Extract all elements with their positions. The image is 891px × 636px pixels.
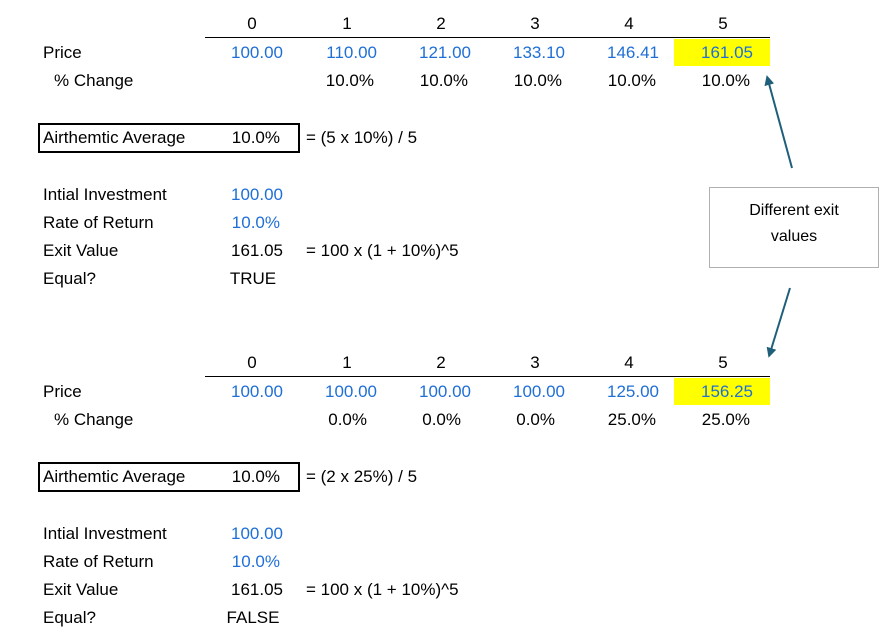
price-cell: 100.00 [325,382,377,401]
investment-value: 100.00 [231,185,283,204]
period-header: 5 [718,353,728,372]
callout-line-1: Different exit [749,202,839,219]
price-cell: 110.00 [326,43,377,62]
period-header: 1 [342,14,352,33]
average-value: 10.0% [231,467,280,486]
exit-value-label: Exit Value [43,580,119,599]
average-label: Airthemtic Average [43,128,186,147]
price-cell: 133.10 [513,43,565,62]
period-header: 3 [530,14,540,33]
average-formula: = (5 x 10%) / 5 [306,128,418,147]
change-cell: 25.0% [607,410,656,429]
header-underline [205,376,770,377]
price-cell: 121.00 [419,43,471,62]
price-cell: 125.00 [607,382,659,401]
period-header: 5 [718,14,728,33]
highlight-cell [674,39,770,66]
change-cell: 10.0% [325,71,374,90]
rate-of-return-value: 10.0% [231,213,280,232]
period-header: 1 [342,353,352,372]
exit-value-label: Exit Value [43,241,119,260]
investment-label: Intial Investment [43,524,167,543]
period-header: 3 [530,353,540,372]
highlight-cell [674,378,770,405]
price-cell: 146.41 [607,43,659,62]
price-cell: 161.05 [701,43,753,62]
change-cell: 0.0% [422,410,461,429]
price-cell: 100.00 [419,382,471,401]
header-underline [205,37,770,38]
change-cell: 10.0% [419,71,468,90]
price-cell: 100.00 [231,382,283,401]
average-box [38,462,300,492]
rate-of-return-label: Rate of Return [43,552,154,571]
period-header: 0 [247,353,257,372]
average-box [38,123,300,153]
average-label: Airthemtic Average [43,467,186,486]
change-cell: 10.0% [513,71,562,90]
change-cell: 0.0% [328,410,367,429]
change-cell: 10.0% [607,71,656,90]
change-cell: 25.0% [701,410,750,429]
equal-label: Equal? [43,608,96,627]
period-header: 2 [436,353,446,372]
period-header: 0 [247,14,257,33]
arrow-down [766,287,791,358]
price-label: Price [43,43,82,62]
period-header: 2 [436,14,446,33]
period-header: 4 [624,353,634,372]
exit-value: 161.05 [231,241,283,260]
investment-value: 100.00 [231,524,283,543]
equal-value: FALSE [226,608,280,627]
average-formula: = (2 x 25%) / 5 [306,467,418,486]
exit-formula: = 100 x (1 + 10%)^5 [306,241,459,260]
change-label: % Change [54,71,134,90]
change-label: % Change [54,410,134,429]
rate-of-return-value: 10.0% [231,552,280,571]
price-label: Price [43,382,82,401]
exit-formula: = 100 x (1 + 10%)^5 [306,580,459,599]
change-cell: 0.0% [516,410,555,429]
price-cell: 156.25 [701,382,753,401]
exit-value: 161.05 [231,580,283,599]
arrow-up [764,75,793,169]
price-cell: 100.00 [513,382,565,401]
callout-line-2: values [770,228,818,245]
equal-label: Equal? [43,269,96,288]
change-cell: 10.0% [701,71,750,90]
rate-of-return-label: Rate of Return [43,213,154,232]
price-cell: 100.00 [231,43,283,62]
equal-value: TRUE [229,269,277,288]
callout-box: Different exit values [709,187,879,268]
average-value: 10.0% [231,128,280,147]
investment-label: Intial Investment [43,185,167,204]
period-header: 4 [624,14,634,33]
